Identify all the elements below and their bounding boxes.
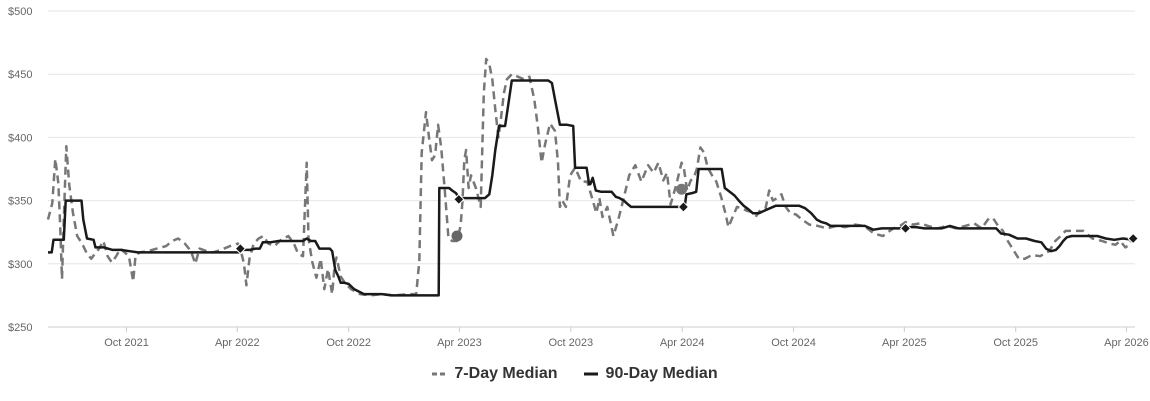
diamond-marker [234, 242, 247, 255]
x-tick-label: Apr 2023 [437, 337, 482, 349]
line-chart: $250 $300 $350 $400 $450 $500 Oct 2021 Apr 2022… [8, 6, 1149, 349]
dashed-line-swatch-icon [432, 372, 447, 376]
diamond-marker [677, 201, 690, 213]
x-tick-label: Apr 2022 [215, 337, 260, 349]
legend-item-7-day-median[interactable]: 7-Day Median [432, 365, 558, 383]
solid-line-swatch-icon [583, 372, 598, 376]
y-tick-label: $250 [8, 322, 32, 334]
x-tick-label: Oct 2022 [326, 337, 371, 349]
y-tick-label: $500 [8, 6, 32, 18]
y-tick-label: $450 [8, 69, 32, 81]
x-tick-label: Oct 2025 [993, 337, 1038, 349]
y-tick-label: $350 [8, 196, 32, 208]
y-tick-label: $300 [8, 259, 32, 271]
x-tick-label: Oct 2021 [104, 337, 149, 349]
circle-marker [676, 183, 688, 195]
legend-label-7-day-median: 7-Day Median [454, 365, 558, 382]
x-tick-label: Oct 2023 [548, 337, 593, 349]
diamond-marker [1127, 232, 1139, 245]
series-line-90-day-median [48, 79, 1134, 297]
y-tick-label: $400 [8, 132, 32, 144]
legend-label-90-day-median: 90-Day Median [605, 365, 718, 382]
x-tick-label: Apr 2026 [1104, 337, 1149, 349]
diamond-marker [453, 193, 465, 206]
circle-marker [451, 230, 463, 242]
diamond-marker [899, 222, 912, 235]
x-tick-label: Oct 2024 [771, 337, 816, 349]
legend-item-90-day-median[interactable]: 90-Day Median [583, 365, 718, 383]
series-line-7-day-median [46, 57, 1135, 297]
legend: 7-Day Median 90-Day Median [0, 362, 1150, 386]
x-tick-label: Apr 2025 [882, 337, 927, 349]
x-tick-label: Apr 2024 [660, 337, 705, 349]
